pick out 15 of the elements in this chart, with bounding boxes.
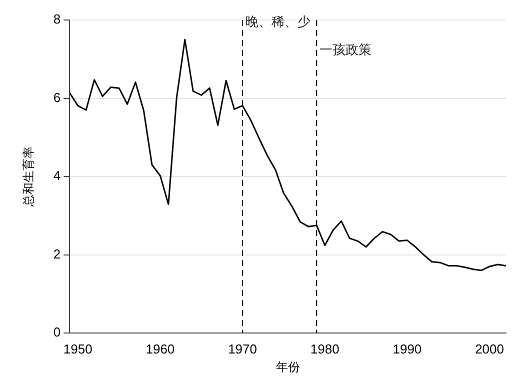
y-tick-label: 6 <box>53 90 61 105</box>
y-tick-label: 4 <box>53 168 61 184</box>
ref-line-label: 一孩政策 <box>320 42 372 58</box>
y-tick-label: 0 <box>53 324 61 340</box>
x-tick-label: 2000 <box>475 341 504 356</box>
ref-line-label: 晚、稀、少 <box>246 14 311 30</box>
y-tick-label: 8 <box>53 12 61 27</box>
y-axis-title: 总和生育率 <box>21 146 36 208</box>
x-tick-label: 1950 <box>63 341 92 356</box>
x-tick-label: 1960 <box>146 341 175 356</box>
x-tick-label: 1980 <box>310 341 340 356</box>
x-tick-label: 1990 <box>392 341 422 356</box>
x-axis-title: 年份 <box>276 360 300 374</box>
x-tick-label: 1970 <box>228 341 257 356</box>
y-tick-label: 2 <box>53 246 61 262</box>
